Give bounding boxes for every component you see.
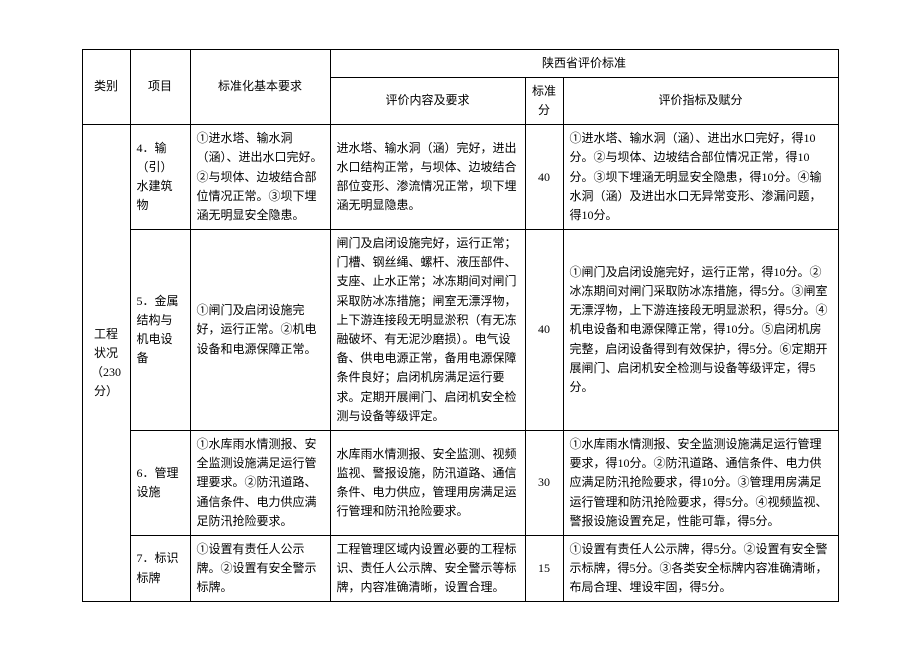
table-row: 6．管理设施 ①水库雨水情测报、安全监测设施满足运行管理要求。②防汛道路、通信条… (82, 430, 838, 535)
evaluation-table: 类别 项目 标准化基本要求 陕西省评价标准 评价内容及要求 标准分 评价指标及赋… (82, 49, 839, 603)
content-req-cell: 闸门及启闭设施完好，运行正常；门槽、钢丝绳、螺杆、液压部件、支座、止水正常；冰冻… (330, 230, 525, 431)
content-req-cell: 水库雨水情测报、安全监测、视频监视、警报设施，防汛道路、通信条件、电力供应，管理… (330, 430, 525, 535)
basic-req-cell: ①进水塔、输水洞（涵）、进出水口完好。②与坝体、边坡结合部位情况正常。③坝下埋涵… (190, 125, 330, 230)
table-row: 工程状况（230分） 4．输（引）水建筑物 ①进水塔、输水洞（涵）、进出水口完好… (82, 125, 838, 230)
header-region: 陕西省评价标准 (330, 49, 838, 77)
category-cell: 工程状况（230分） (82, 125, 130, 602)
score-cell: 40 (525, 230, 563, 431)
indicator-cell: ①水库雨水情测报、安全监测设施满足运行管理要求，得10分。②防汛道路、通信条件、… (563, 430, 838, 535)
table-row: 7．标识标牌 ①设置有责任人公示牌。②设置有安全警示标牌。 工程管理区域内设置必… (82, 535, 838, 602)
header-indicator: 评价指标及赋分 (563, 77, 838, 124)
content-req-cell: 进水塔、输水洞（涵）完好，进出水口结构正常，与坝体、边坡结合部位变形、渗流情况正… (330, 125, 525, 230)
header-category: 类别 (82, 49, 130, 125)
score-cell: 15 (525, 535, 563, 602)
score-cell: 40 (525, 125, 563, 230)
table-row: 5．金属结构与机电设备 ①闸门及启闭设施完好，运行正常。②机电设备和电源保障正常… (82, 230, 838, 431)
item-cell: 5．金属结构与机电设备 (130, 230, 190, 431)
item-cell: 7．标识标牌 (130, 535, 190, 602)
header-basic-req: 标准化基本要求 (190, 49, 330, 125)
item-cell: 4．输（引）水建筑物 (130, 125, 190, 230)
basic-req-cell: ①设置有责任人公示牌。②设置有安全警示标牌。 (190, 535, 330, 602)
header-score: 标准分 (525, 77, 563, 124)
header-item: 项目 (130, 49, 190, 125)
indicator-cell: ①设置有责任人公示牌，得5分。②设置有安全警示标牌，得5分。③各类安全标牌内容准… (563, 535, 838, 602)
basic-req-cell: ①水库雨水情测报、安全监测设施满足运行管理要求。②防汛道路、通信条件、电力供应满… (190, 430, 330, 535)
indicator-cell: ①进水塔、输水洞（涵）、进出水口完好，得10分。②与坝体、边坡结合部位情况正常，… (563, 125, 838, 230)
header-content-req: 评价内容及要求 (330, 77, 525, 124)
indicator-cell: ①闸门及启闭设施完好，运行正常，得10分。②冰冻期间对闸门采取防冰冻措施，得5分… (563, 230, 838, 431)
basic-req-cell: ①闸门及启闭设施完好，运行正常。②机电设备和电源保障正常。 (190, 230, 330, 431)
header-row-1: 类别 项目 标准化基本要求 陕西省评价标准 (82, 49, 838, 77)
score-cell: 30 (525, 430, 563, 535)
item-cell: 6．管理设施 (130, 430, 190, 535)
content-req-cell: 工程管理区域内设置必要的工程标识、责任人公示牌、安全警示等标牌，内容准确清晰，设… (330, 535, 525, 602)
